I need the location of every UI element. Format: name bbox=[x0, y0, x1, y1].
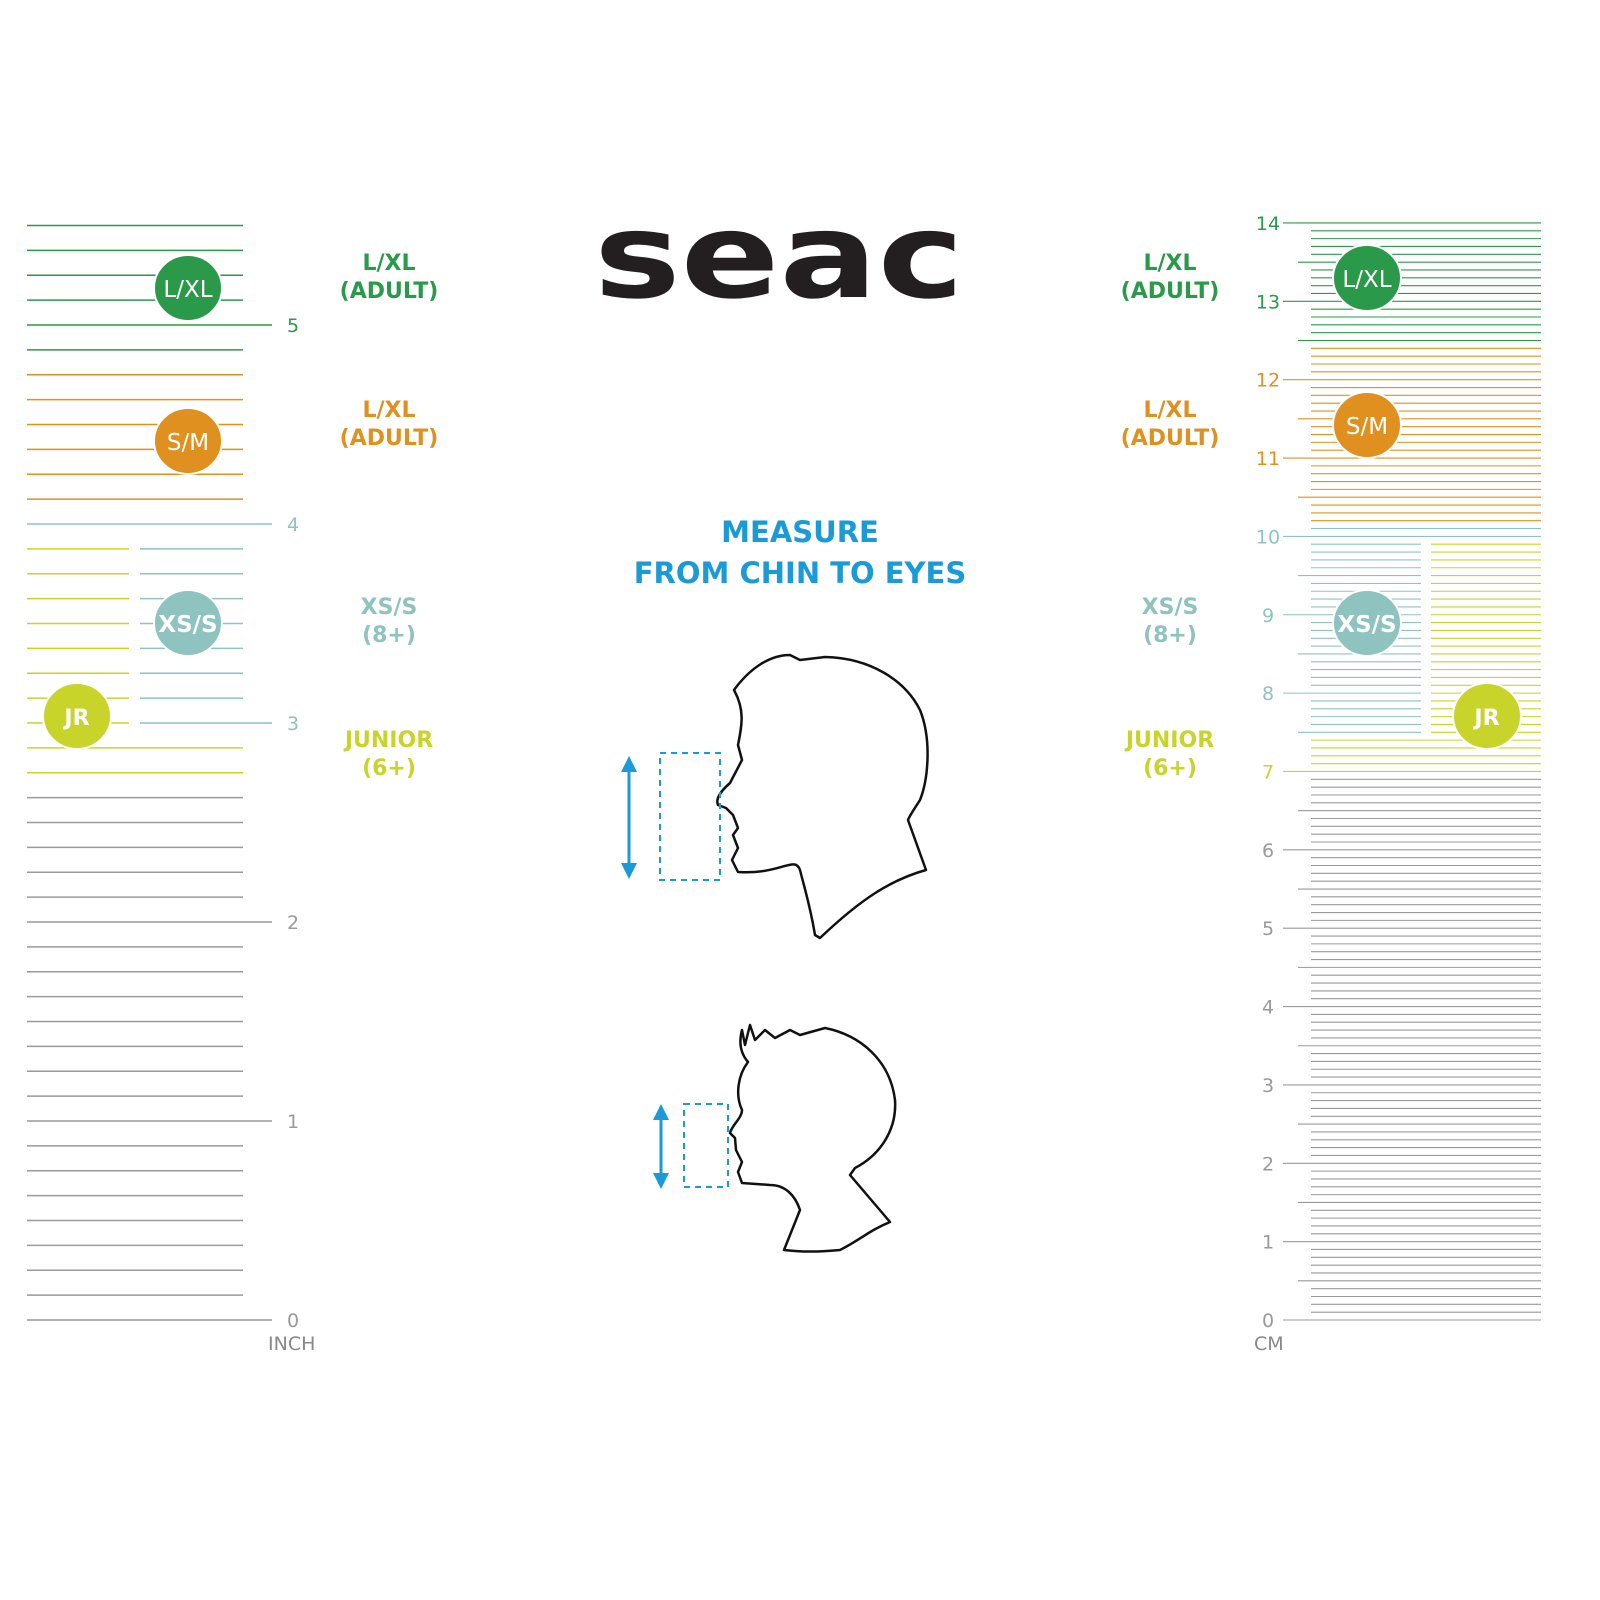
inch-tick-label: 4 bbox=[287, 514, 299, 536]
size-name: JUNIOR bbox=[1125, 728, 1215, 753]
size-name: L/XL bbox=[1143, 398, 1197, 423]
size-badge-xss: XS/S bbox=[153, 589, 223, 657]
size-badge-sm: S/M bbox=[153, 407, 223, 475]
cm-tick-label: 9 bbox=[1262, 605, 1274, 627]
size-label-jr: JUNIOR (6+) bbox=[309, 727, 469, 783]
size-badge-xss: XS/S bbox=[1332, 589, 1402, 657]
size-badge-jr: JR bbox=[1452, 682, 1522, 750]
size-age: (6+) bbox=[1143, 756, 1197, 781]
child-measure-guide bbox=[653, 1103, 729, 1189]
size-label-sm: L/XL (ADULT) bbox=[309, 397, 469, 453]
size-age: (8+) bbox=[1143, 623, 1197, 648]
svg-text:XS/S: XS/S bbox=[158, 612, 217, 638]
instruction-line-1: MEASURE bbox=[721, 515, 879, 549]
size-badge-jr: JR bbox=[42, 682, 112, 750]
inch-tick-label: 2 bbox=[287, 912, 299, 934]
child-head-illustration bbox=[728, 1023, 897, 1253]
size-badges: L/XL L/XL S/M S/M XS/S XS/S JR JR bbox=[42, 244, 1522, 750]
size-label-jr: JUNIOR (6+) bbox=[1090, 727, 1250, 783]
cm-unit-label: CM bbox=[1254, 1333, 1284, 1355]
cm-tick-label: 11 bbox=[1256, 448, 1280, 470]
inch-tick-label: 5 bbox=[287, 315, 299, 337]
size-name: L/XL bbox=[362, 398, 416, 423]
inch-tick-label: 1 bbox=[287, 1111, 299, 1133]
size-label-sm: L/XL (ADULT) bbox=[1090, 397, 1250, 453]
cm-tick-label: 8 bbox=[1262, 683, 1274, 705]
cm-tick-label: 3 bbox=[1262, 1075, 1274, 1097]
svg-text:XS/S: XS/S bbox=[1337, 612, 1396, 638]
size-age: (ADULT) bbox=[339, 279, 439, 304]
cm-tick-label: 13 bbox=[1256, 291, 1280, 313]
cm-tick-label: 2 bbox=[1262, 1153, 1274, 1175]
inch-unit-label: INCH bbox=[268, 1333, 316, 1355]
cm-tick-label: 10 bbox=[1256, 526, 1280, 548]
cm-tick-label: 4 bbox=[1262, 997, 1274, 1019]
svg-text:S/M: S/M bbox=[1346, 414, 1388, 440]
size-name: L/XL bbox=[362, 251, 416, 276]
adult-measure-guide bbox=[621, 752, 721, 881]
cm-tick-label: 5 bbox=[1262, 918, 1274, 940]
size-age: (ADULT) bbox=[1120, 426, 1220, 451]
svg-text:JR: JR bbox=[1472, 706, 1499, 731]
size-label-lxl: L/XL (ADULT) bbox=[309, 250, 469, 306]
instruction-line-2: FROM CHIN TO EYES bbox=[633, 556, 967, 590]
adult-head-illustration bbox=[716, 653, 929, 940]
size-badge-lxl: L/XL bbox=[1332, 244, 1402, 312]
size-age: (ADULT) bbox=[1120, 279, 1220, 304]
cm-tick-label: 0 bbox=[1262, 1310, 1274, 1332]
inch-ruler: 5 4 3 2 1 0 bbox=[27, 224, 299, 1332]
cm-tick-label: 1 bbox=[1262, 1232, 1274, 1254]
svg-text:JR: JR bbox=[62, 706, 89, 731]
cm-tick-label: 6 bbox=[1262, 840, 1274, 862]
size-badge-lxl: L/XL bbox=[153, 254, 223, 322]
size-label-lxl: L/XL (ADULT) bbox=[1090, 250, 1250, 306]
svg-text:S/M: S/M bbox=[167, 430, 209, 456]
cm-tick-label: 14 bbox=[1256, 213, 1280, 235]
size-name: JUNIOR bbox=[344, 728, 434, 753]
cm-tick-label: 12 bbox=[1256, 370, 1280, 392]
svg-text:L/XL: L/XL bbox=[163, 277, 212, 303]
size-label-xss: XS/S (8+) bbox=[309, 594, 469, 650]
size-label-xss: XS/S (8+) bbox=[1090, 594, 1250, 650]
inch-tick-label: 3 bbox=[287, 713, 299, 735]
size-name: XS/S bbox=[360, 595, 418, 620]
size-name: XS/S bbox=[1141, 595, 1199, 620]
inch-tick-label: 0 bbox=[287, 1310, 299, 1332]
svg-text:L/XL: L/XL bbox=[1342, 267, 1391, 293]
size-age: (ADULT) bbox=[339, 426, 439, 451]
seac-logo: seac bbox=[594, 187, 964, 325]
size-name: L/XL bbox=[1143, 251, 1197, 276]
size-age: (8+) bbox=[362, 623, 416, 648]
cm-tick-label: 7 bbox=[1262, 761, 1274, 783]
instruction-title: MEASURE FROM CHIN TO EYES bbox=[580, 512, 1020, 594]
size-age: (6+) bbox=[362, 756, 416, 781]
size-badge-sm: S/M bbox=[1332, 391, 1402, 459]
